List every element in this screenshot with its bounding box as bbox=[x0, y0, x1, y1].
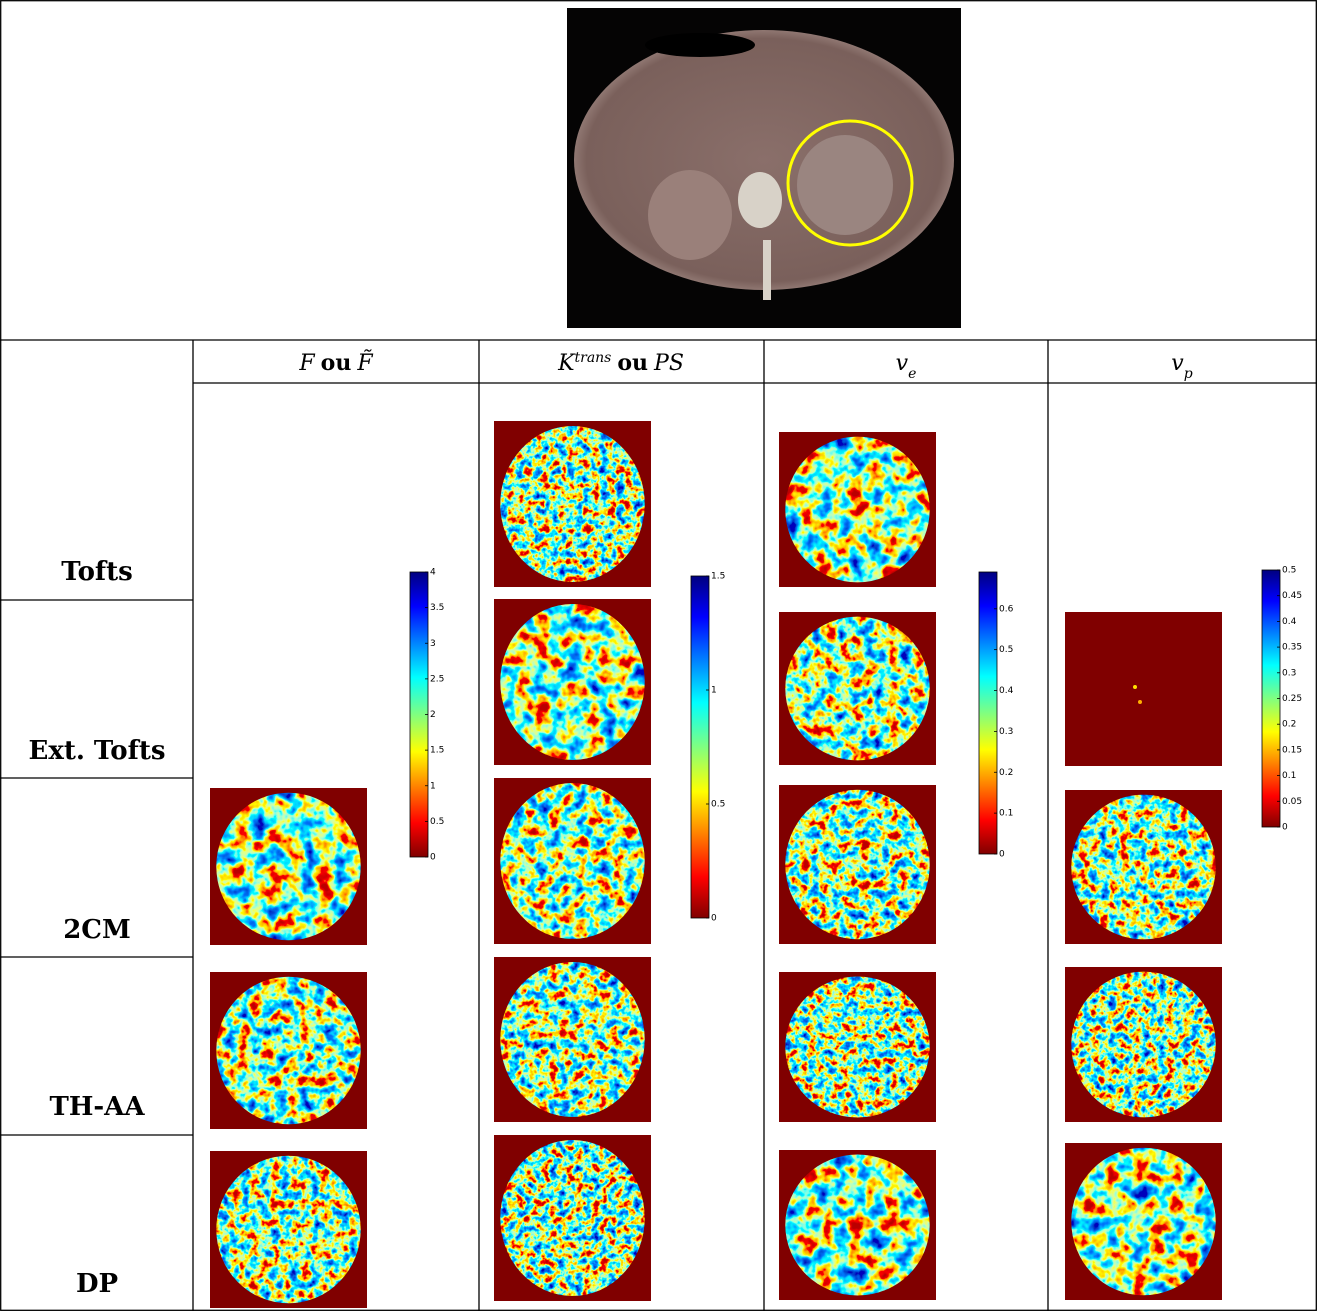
map-noise bbox=[1071, 971, 1216, 1118]
column-header: vp bbox=[1171, 351, 1192, 382]
colorbar-tick-label: 0 bbox=[711, 914, 717, 924]
row-label: DP bbox=[76, 1269, 118, 1299]
map-noise bbox=[216, 976, 361, 1125]
colorbar-tick-label: 0.1 bbox=[999, 809, 1013, 819]
colorbar-tick-label: 1 bbox=[430, 781, 436, 791]
colorbar-tick-label: 1.5 bbox=[711, 572, 725, 582]
header-part: PS bbox=[653, 351, 684, 376]
colorbar: 0 0.5 1 1.5 bbox=[690, 572, 725, 924]
row-rules bbox=[0, 599, 193, 1136]
colorbar: 0 0.5 1 1.5 2 2.5 3 3.5 4 bbox=[409, 568, 444, 863]
colorbar-tick-label: 0.1 bbox=[1282, 771, 1296, 781]
parameter-map bbox=[779, 432, 936, 587]
colorbar-scale bbox=[978, 571, 998, 855]
map-noise bbox=[500, 782, 645, 940]
row-label: 2CM bbox=[63, 915, 131, 945]
parameter-map bbox=[210, 972, 367, 1129]
header-part: v bbox=[1171, 351, 1184, 376]
column-header: ve bbox=[896, 351, 917, 382]
parameter-map bbox=[1065, 790, 1222, 944]
parameter-map bbox=[494, 778, 651, 944]
parameter-map bbox=[494, 1135, 651, 1301]
header-part: v bbox=[896, 351, 909, 376]
colorbar-tick-label: 2.5 bbox=[430, 674, 444, 684]
parameter-map bbox=[779, 785, 936, 944]
header-part: p bbox=[1184, 366, 1193, 382]
colorbar-tick-label: 0.5 bbox=[999, 645, 1013, 655]
parameter-map bbox=[494, 599, 651, 765]
row-label: Ext. Tofts bbox=[29, 736, 166, 766]
map-noise bbox=[500, 1139, 645, 1297]
colorbar-tick-label: 0.6 bbox=[999, 604, 1014, 614]
map-noise bbox=[216, 1155, 361, 1304]
colorbar-tick-label: 0.05 bbox=[1282, 797, 1302, 807]
header-part: trans bbox=[575, 350, 612, 366]
ct-image bbox=[567, 8, 961, 328]
parameter-map bbox=[779, 972, 936, 1122]
colorbar-tick-label: 0.3 bbox=[999, 727, 1013, 737]
row-label: Tofts bbox=[61, 557, 133, 587]
colorbar-tick-label: 0.25 bbox=[1282, 694, 1302, 704]
map-noise bbox=[785, 789, 930, 940]
map-noise bbox=[785, 976, 930, 1118]
parameter-map bbox=[210, 1151, 367, 1308]
colorbar-tick-label: 0.15 bbox=[1282, 745, 1302, 755]
colorbar-tick-label: 0.45 bbox=[1282, 591, 1302, 601]
header-part: K bbox=[557, 351, 576, 376]
header-part: ou bbox=[321, 350, 352, 376]
map-noise bbox=[1071, 794, 1216, 940]
colorbar-tick-label: 0 bbox=[430, 853, 436, 863]
colorbar-tick-label: 0.4 bbox=[999, 686, 1014, 696]
parameter-map bbox=[494, 421, 651, 587]
colorbar-tick-label: 3.5 bbox=[430, 603, 444, 613]
colorbar-tick-label: 0.3 bbox=[1282, 668, 1296, 678]
row-label: TH-AA bbox=[49, 1092, 145, 1122]
parameter-map bbox=[494, 957, 651, 1122]
parameter-map bbox=[1065, 967, 1222, 1122]
map-background bbox=[1065, 612, 1222, 766]
header-part: e bbox=[908, 366, 916, 382]
colorbar: 0 0.1 0.2 0.3 0.4 0.5 0.6 bbox=[978, 571, 1014, 860]
colorbar-tick-label: 0 bbox=[1282, 823, 1288, 833]
map-spot bbox=[1133, 685, 1137, 689]
parameter-map bbox=[1065, 1143, 1222, 1300]
colorbar-tick-label: 0.5 bbox=[1282, 566, 1296, 576]
colorbar-tick-label: 0.35 bbox=[1282, 643, 1302, 653]
colorbar: 0 0.05 0.1 0.15 0.2 0.25 0.3 0.35 0.4 0.45 0.5 bbox=[1261, 566, 1302, 833]
header-part: ou bbox=[617, 350, 648, 376]
colorbar-tick-label: 0.5 bbox=[711, 800, 725, 810]
colorbar-tick-label: 2 bbox=[430, 710, 436, 720]
parameter-map bbox=[1065, 612, 1222, 766]
colorbar-tick-label: 0.2 bbox=[999, 768, 1013, 778]
colorbar-tick-label: 1 bbox=[711, 686, 717, 696]
map-spot bbox=[1138, 700, 1142, 704]
parameter-map bbox=[779, 1150, 936, 1300]
column-rules bbox=[192, 340, 1049, 1311]
map-noise bbox=[785, 1154, 930, 1296]
colorbar-tick-label: 0.4 bbox=[1282, 617, 1297, 627]
map-noise bbox=[785, 616, 930, 761]
colorbar-scale bbox=[690, 575, 710, 919]
colorbar-tick-label: 0.2 bbox=[1282, 720, 1296, 730]
column-header: Ktrans ou PS bbox=[557, 350, 684, 376]
colorbar-tick-label: 3 bbox=[430, 639, 436, 649]
colorbar-tick-label: 0 bbox=[999, 850, 1005, 860]
map-noise bbox=[785, 436, 930, 583]
map-noise bbox=[500, 603, 645, 761]
map-noise bbox=[500, 425, 645, 583]
map-noise bbox=[500, 961, 645, 1118]
colorbar-tick-label: 0.5 bbox=[430, 817, 444, 827]
map-noise bbox=[1071, 1147, 1216, 1296]
parameter-map bbox=[210, 788, 367, 945]
map-noise bbox=[216, 792, 361, 941]
parameter-map bbox=[779, 612, 936, 765]
colorbar-tick-label: 1.5 bbox=[430, 746, 444, 756]
colorbar-tick-label: 4 bbox=[430, 568, 436, 578]
header-part: F̃ bbox=[356, 350, 373, 376]
header-part: F bbox=[298, 351, 315, 376]
